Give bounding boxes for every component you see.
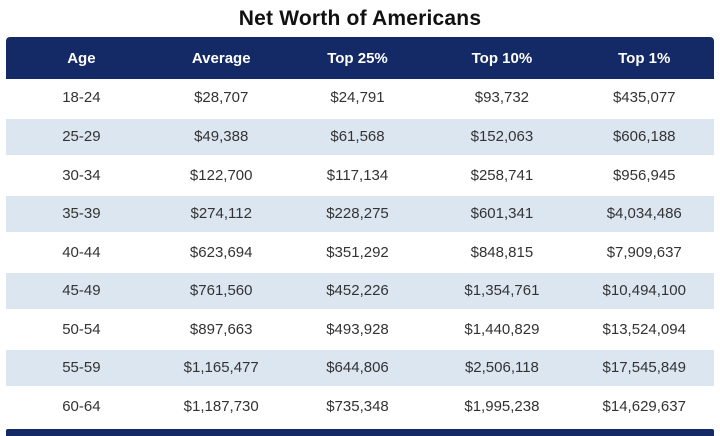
age-cell: 18-24 [6,79,157,119]
age-cell: 25-29 [6,117,157,157]
value-cell: $623,694 [156,233,286,273]
value-cell: $7,909,637 [574,233,714,273]
header-top-1: Top 1% [574,37,714,79]
age-cell: 60-64 [6,387,157,427]
value-cell: $122,700 [156,156,286,196]
value-cell: $24,791 [285,79,430,119]
value-cell: $1,187,730 [156,387,286,427]
value-cell: $14,629,637 [574,387,714,427]
table-row: 25-29 $49,388 $61,568 $152,063 $606,188 [6,117,714,157]
header-age: Age [6,37,157,79]
value-cell: $351,292 [285,233,430,273]
value-cell: $28,707 [156,79,286,119]
value-cell: $228,275 [285,194,430,234]
value-cell: $435,077 [574,79,714,119]
table-row: 30-34 $122,700 $117,134 $258,741 $956,945 [6,156,714,196]
age-cell: 35-39 [6,194,157,234]
value-cell: $956,945 [574,156,714,196]
table-row: 40-44 $623,694 $351,292 $848,815 $7,909,637 [6,233,714,273]
table-row: 45-49 $761,560 $452,226 $1,354,761 $10,494,1… [6,271,714,311]
value-cell: $10,494,100 [574,271,714,311]
header-average: Average [156,37,286,79]
value-cell: $61,568 [285,117,430,157]
age-cell: 30-34 [6,156,157,196]
table-row: 60-64 $1,187,730 $735,348 $1,995,238 $14,629… [6,387,714,427]
age-cell: 50-54 [6,310,157,350]
header-row: Age Average Top 25% Top 10% Top 1% [6,37,714,79]
net-worth-table: Age Average Top 25% Top 10% Top 1% 18-24… [6,37,714,427]
table-body: 18-24 $28,707 $24,791 $93,732 $435,077 25-29 $… [6,79,714,427]
table-row: 55-59 $1,165,477 $644,806 $2,506,118 $17,545… [6,348,714,388]
value-cell: $274,112 [156,194,286,234]
value-cell: $117,134 [285,156,430,196]
table-header: Age Average Top 25% Top 10% Top 1% [6,37,714,79]
value-cell: $1,165,477 [156,348,286,388]
value-cell: $601,341 [429,194,575,234]
value-cell: $493,928 [285,310,430,350]
value-cell: $1,354,761 [429,271,575,311]
table-row: 18-24 $28,707 $24,791 $93,732 $435,077 [6,79,714,119]
age-cell: 45-49 [6,271,157,311]
age-cell: 40-44 [6,233,157,273]
value-cell: $93,732 [429,79,575,119]
page-title: Net Worth of Americans [238,6,482,30]
value-cell: $152,063 [429,117,575,157]
value-cell: $644,806 [285,348,430,388]
value-cell: $49,388 [156,117,286,157]
value-cell: $1,440,829 [429,310,575,350]
table-row: 35-39 $274,112 $228,275 $601,341 $4,034,486 [6,194,714,234]
value-cell: $761,560 [156,271,286,311]
value-cell: $1,995,238 [429,387,575,427]
value-cell: $13,524,094 [574,310,714,350]
value-cell: $2,506,118 [429,348,575,388]
value-cell: $4,034,486 [574,194,714,234]
value-cell: $452,226 [285,271,430,311]
value-cell: $848,815 [429,233,575,273]
value-cell: $17,545,849 [574,348,714,388]
header-top-10: Top 10% [429,37,575,79]
value-cell: $606,188 [574,117,714,157]
value-cell: $258,741 [429,156,575,196]
cutoff-next-header-bar [6,428,714,436]
header-top-25: Top 25% [285,37,430,79]
value-cell: $897,663 [156,310,286,350]
age-cell: 55-59 [6,348,157,388]
value-cell: $735,348 [285,387,430,427]
table-row: 50-54 $897,663 $493,928 $1,440,829 $13,524,0… [6,310,714,350]
